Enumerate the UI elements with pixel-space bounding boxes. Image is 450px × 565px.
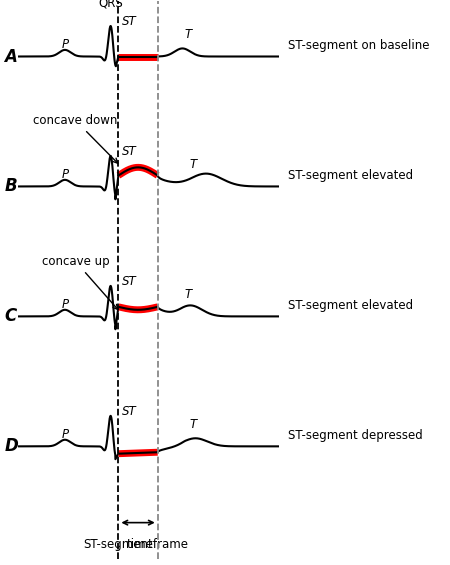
Text: T: T (184, 288, 191, 301)
Text: P: P (61, 428, 68, 441)
Text: A: A (4, 47, 18, 66)
Text: ST: ST (122, 275, 137, 288)
Text: ST-segment on baseline: ST-segment on baseline (288, 39, 429, 52)
Text: P: P (61, 38, 68, 51)
Text: QRS: QRS (98, 0, 123, 10)
Text: ST: ST (122, 405, 137, 418)
Text: concave down: concave down (33, 114, 118, 163)
Text: T: T (184, 28, 191, 41)
Text: ST-segment elevated: ST-segment elevated (288, 169, 413, 182)
Text: concave up: concave up (41, 255, 118, 310)
Text: T: T (189, 158, 197, 171)
Text: timeframe: timeframe (126, 538, 189, 551)
Text: D: D (4, 437, 18, 455)
Text: C: C (4, 307, 17, 325)
Text: ST-segment elevated: ST-segment elevated (288, 299, 413, 312)
Text: ST: ST (122, 15, 137, 28)
Text: P: P (61, 298, 68, 311)
Text: P: P (61, 168, 68, 181)
Text: B: B (4, 177, 17, 195)
Text: ST-segment: ST-segment (84, 538, 153, 551)
Text: ST-segment depressed: ST-segment depressed (288, 429, 423, 442)
Text: ST: ST (122, 145, 137, 158)
Text: T: T (189, 418, 197, 431)
